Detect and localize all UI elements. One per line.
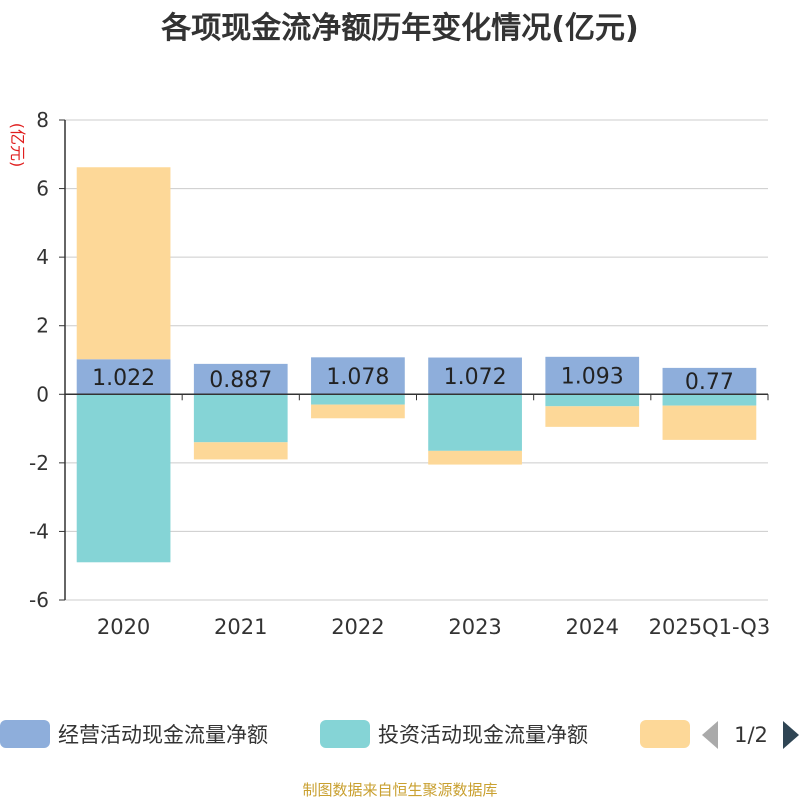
bar-segment[interactable] [428,450,522,465]
bar-segment[interactable] [311,404,405,419]
legend-swatch [320,720,370,748]
data-label: 0.77 [685,370,734,395]
x-tick-label: 2025Q1-Q3 [649,615,771,639]
x-tick-label: 2022 [331,615,384,639]
x-tick-label: 2021 [214,615,267,639]
bar-segment[interactable] [193,442,288,460]
legend-pager: 1/2 [702,721,799,749]
y-axis-ticks: 8 6 4 2 0 -2 -4 -6 [29,108,65,612]
y-tick-label: 2 [36,314,49,338]
x-tick-label: 2023 [448,615,501,639]
axes [64,120,769,600]
y-tick-label: 0 [36,382,49,406]
x-axis-ticks: 2020 2021 2022 2023 2024 2025Q1-Q3 [97,615,770,639]
data-label: 1.093 [561,365,624,390]
legend-swatch [640,720,690,748]
bar-segment[interactable] [428,357,522,395]
legend-item[interactable] [640,720,690,748]
bar-segment[interactable] [76,359,171,395]
legend[interactable]: 经营活动现金流量净额 投资活动现金流量净额 [0,720,690,748]
y-tick-label: 8 [36,108,49,132]
legend-label: 投资活动现金流量净额 [378,723,588,747]
data-labels: 1.022 0.887 1.078 1.072 1.093 0.77 [92,365,734,396]
legend-swatch [0,720,50,748]
x-tick-label: 2020 [97,615,150,639]
bar-segment[interactable] [662,405,757,440]
bar-segment[interactable] [76,167,171,360]
legend-item[interactable]: 投资活动现金流量净额 [320,720,588,748]
y-tick-label: -4 [29,519,49,543]
bar-segment[interactable] [193,394,288,443]
bar-segment[interactable] [662,394,757,406]
legend-prev-icon[interactable] [702,721,718,749]
bar-segment[interactable] [311,357,405,395]
y-tick-label: -2 [29,451,49,475]
legend-item[interactable]: 经营活动现金流量净额 [0,720,268,748]
y-tick-label: 6 [36,177,49,201]
x-tick-label: 2024 [566,615,619,639]
data-label: 1.072 [444,365,507,390]
chart-title: 各项现金流净额历年变化情况(亿元) [160,11,638,46]
bar-segment[interactable] [662,367,757,395]
legend-label: 经营活动现金流量净额 [58,723,268,747]
bar-segment[interactable] [76,394,171,563]
y-tick-label: -6 [29,588,49,612]
bar-segment[interactable] [545,356,640,395]
bars [76,167,757,563]
data-label: 1.022 [92,366,155,391]
bar-segment[interactable] [193,363,288,395]
bar-segment[interactable] [428,394,522,451]
legend-next-icon[interactable] [783,721,799,749]
bar-segment[interactable] [311,394,405,405]
bar-segment[interactable] [545,406,640,427]
y-axis-unit: (亿元) [8,123,27,168]
source-note: 制图数据来自恒生聚源数据库 [302,781,497,799]
data-label: 0.887 [209,368,272,393]
y-tick-label: 4 [36,245,49,269]
data-label: 1.078 [326,365,389,390]
legend-page-indicator: 1/2 [734,723,768,747]
bar-segment[interactable] [545,394,640,407]
